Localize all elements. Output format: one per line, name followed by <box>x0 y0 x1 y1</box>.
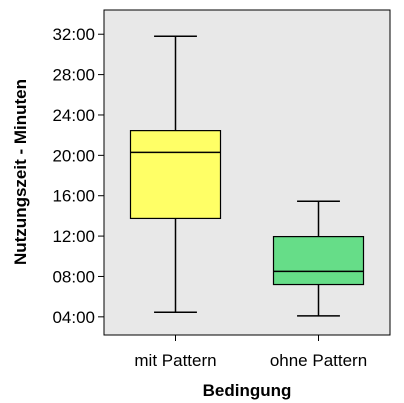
y-tick-label: 08:00 <box>52 267 95 286</box>
x-axis-title: Bedingung <box>203 381 292 400</box>
y-tick-label: 16:00 <box>52 187 95 206</box>
y-tick-label: 32:00 <box>52 25 95 44</box>
iqr-box <box>272 235 365 286</box>
y-tick-label: 04:00 <box>52 308 95 327</box>
box-group <box>129 35 222 314</box>
x-axis: mit Pattern ohne Pattern <box>134 335 367 370</box>
y-tick-label: 28:00 <box>52 66 95 85</box>
x-tick-label: mit Pattern <box>134 351 216 370</box>
y-axis-title: Nutzungszeit - Minuten <box>11 79 30 265</box>
y-tick-label: 20:00 <box>52 146 95 165</box>
y-tick-label: 12:00 <box>52 227 95 246</box>
box-group <box>272 200 365 317</box>
boxes <box>129 35 365 317</box>
y-tick-label: 24:00 <box>52 106 95 125</box>
x-tick-label: ohne Pattern <box>270 351 367 370</box>
iqr-box <box>129 130 222 220</box>
y-axis: 04:00 08:00 12:00 16:00 20:00 24:00 28:00 32:00 <box>52 25 104 327</box>
